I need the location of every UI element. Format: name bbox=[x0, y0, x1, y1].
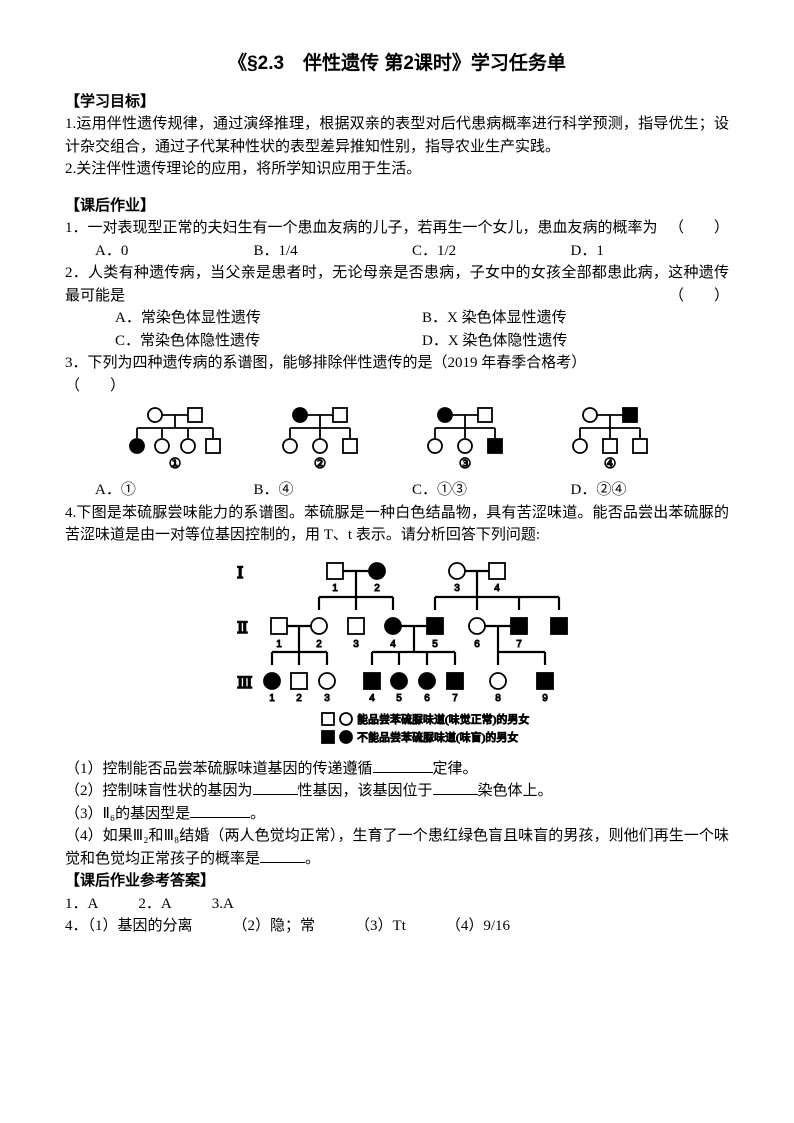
q1-option-c: C．1/2 bbox=[412, 240, 571, 263]
question-3: 3．下列为四种遗传病的系谱图，能够排除伴性遗传的是（2019 年春季合格考） （… bbox=[65, 352, 729, 502]
q2-option-d: D．X 染色体隐性遗传 bbox=[422, 330, 729, 353]
svg-text:3: 3 bbox=[353, 639, 359, 650]
q1-option-d: D．1 bbox=[571, 240, 730, 263]
answers-header: 【课后作业参考答案】 bbox=[65, 870, 729, 893]
svg-text:能品尝苯硫脲味道(味觉正常)的男女: 能品尝苯硫脲味道(味觉正常)的男女 bbox=[357, 712, 529, 726]
pedigree-4-icon: ④ bbox=[550, 403, 680, 473]
svg-text:①: ① bbox=[168, 457, 181, 472]
question-1: 1．一对表现型正常的夫妇生有一个患血友病的儿子，若再生一个女儿，患血友病的概率为… bbox=[65, 217, 729, 262]
svg-text:4: 4 bbox=[390, 639, 396, 650]
q1-option-a: A．0 bbox=[95, 240, 254, 263]
answers-line-2: 4．（1）基因的分离 （2）隐；常 （3）Tt （4）9/16 bbox=[65, 915, 729, 938]
svg-text:④: ④ bbox=[603, 457, 616, 472]
goal-2: 2.关注伴性遗传理论的应用，将所学知识应用于生活。 bbox=[65, 158, 729, 181]
svg-text:9: 9 bbox=[542, 693, 548, 704]
q4-sub4: （4）如果Ⅲ₂和Ⅲ₈结婚（两人色觉均正常），生育了一个患红绿色盲且味盲的男孩，则… bbox=[65, 825, 729, 870]
q4-sub1: （1）控制能否品尝苯硫脲味道基因的传递遵循定律。 bbox=[65, 758, 729, 781]
q2-option-b: B．X 染色体显性遗传 bbox=[422, 307, 729, 330]
svg-text:6: 6 bbox=[424, 693, 430, 704]
svg-text:Ⅱ: Ⅱ bbox=[237, 620, 248, 637]
svg-text:2: 2 bbox=[374, 583, 380, 594]
homework-header: 【课后作业】 bbox=[65, 195, 729, 218]
q3-text: 3．下列为四种遗传病的系谱图，能够排除伴性遗传的是（2019 年春季合格考） bbox=[65, 355, 586, 371]
q4-sub2: （2）控制味盲性状的基因为性基因，该基因位于染色体上。 bbox=[65, 780, 729, 803]
svg-text:Ⅲ: Ⅲ bbox=[237, 675, 252, 692]
svg-text:2: 2 bbox=[296, 693, 302, 704]
svg-text:3: 3 bbox=[454, 583, 460, 594]
svg-text:1: 1 bbox=[276, 639, 282, 650]
svg-text:③: ③ bbox=[458, 457, 471, 472]
q1-option-b: B．1/4 bbox=[254, 240, 413, 263]
question-4: 4.下图是苯硫脲尝味能力的系谱图。苯硫脲是一种白色结晶物，具有苦涩味道。能否品尝… bbox=[65, 502, 729, 871]
q3-option-c: C．①③ bbox=[412, 479, 571, 502]
q3-option-b: B．④ bbox=[254, 479, 413, 502]
question-2: 2．人类有种遗传病，当父亲是患者时，无论母亲是否患病，子女中的女孩全部都患此病，… bbox=[65, 262, 729, 352]
svg-text:5: 5 bbox=[432, 639, 438, 650]
svg-text:7: 7 bbox=[516, 639, 522, 650]
q4-sub3: （3）Ⅱ₆的基因型是。 bbox=[65, 803, 729, 826]
svg-text:4: 4 bbox=[494, 583, 500, 594]
svg-text:6: 6 bbox=[474, 639, 480, 650]
q2-option-c: C．常染色体隐性遗传 bbox=[115, 330, 422, 353]
goals-header: 【学习目标】 bbox=[65, 91, 729, 114]
q3-option-d: D．②④ bbox=[571, 479, 730, 502]
svg-text:3: 3 bbox=[324, 693, 330, 704]
answers-line-1: 1．A 2．A 3.A bbox=[65, 893, 729, 916]
svg-text:1: 1 bbox=[269, 693, 275, 704]
svg-text:5: 5 bbox=[396, 693, 402, 704]
q2-text: 2．人类有种遗传病，当父亲是患者时，无论母亲是否患病，子女中的女孩全部都患此病，… bbox=[65, 265, 729, 304]
svg-text:不能品尝苯硫脲味道(味盲)的男女: 不能品尝苯硫脲味道(味盲)的男女 bbox=[357, 730, 518, 744]
page-title: 《§2.3 伴性遗传 第2课时》学习任务单 bbox=[65, 50, 729, 79]
q3-pedigrees: ① ② bbox=[65, 403, 729, 473]
svg-text:7: 7 bbox=[452, 693, 458, 704]
svg-text:4: 4 bbox=[369, 693, 375, 704]
svg-text:Ⅰ: Ⅰ bbox=[237, 565, 243, 582]
svg-text:8: 8 bbox=[495, 693, 501, 704]
svg-text:1: 1 bbox=[332, 583, 338, 594]
q1-paren: （ ） bbox=[669, 217, 729, 240]
pedigree-1-icon: ① bbox=[115, 403, 245, 473]
q4-pedigree: Ⅰ Ⅱ Ⅲ 1 2 3 4 1 2 bbox=[65, 555, 729, 750]
q3-paren: （ ） bbox=[65, 375, 729, 398]
pedigree-3-icon: ③ bbox=[405, 403, 535, 473]
svg-text:②: ② bbox=[313, 457, 326, 472]
q3-option-a: A．① bbox=[95, 479, 254, 502]
q2-paren: （ ） bbox=[669, 285, 729, 308]
q2-option-a: A．常染色体显性遗传 bbox=[115, 307, 422, 330]
goal-1: 1.运用伴性遗传规律，通过演绎推理，根据双亲的表型对后代患病概率进行科学预测，指… bbox=[65, 113, 729, 158]
pedigree-2-icon: ② bbox=[260, 403, 390, 473]
q1-text: 1．一对表现型正常的夫妇生有一个患血友病的儿子，若再生一个女儿，患血友病的概率为 bbox=[65, 220, 658, 236]
q4-text: 4.下图是苯硫脲尝味能力的系谱图。苯硫脲是一种白色结晶物，具有苦涩味道。能否品尝… bbox=[65, 502, 729, 547]
svg-text:2: 2 bbox=[316, 639, 322, 650]
